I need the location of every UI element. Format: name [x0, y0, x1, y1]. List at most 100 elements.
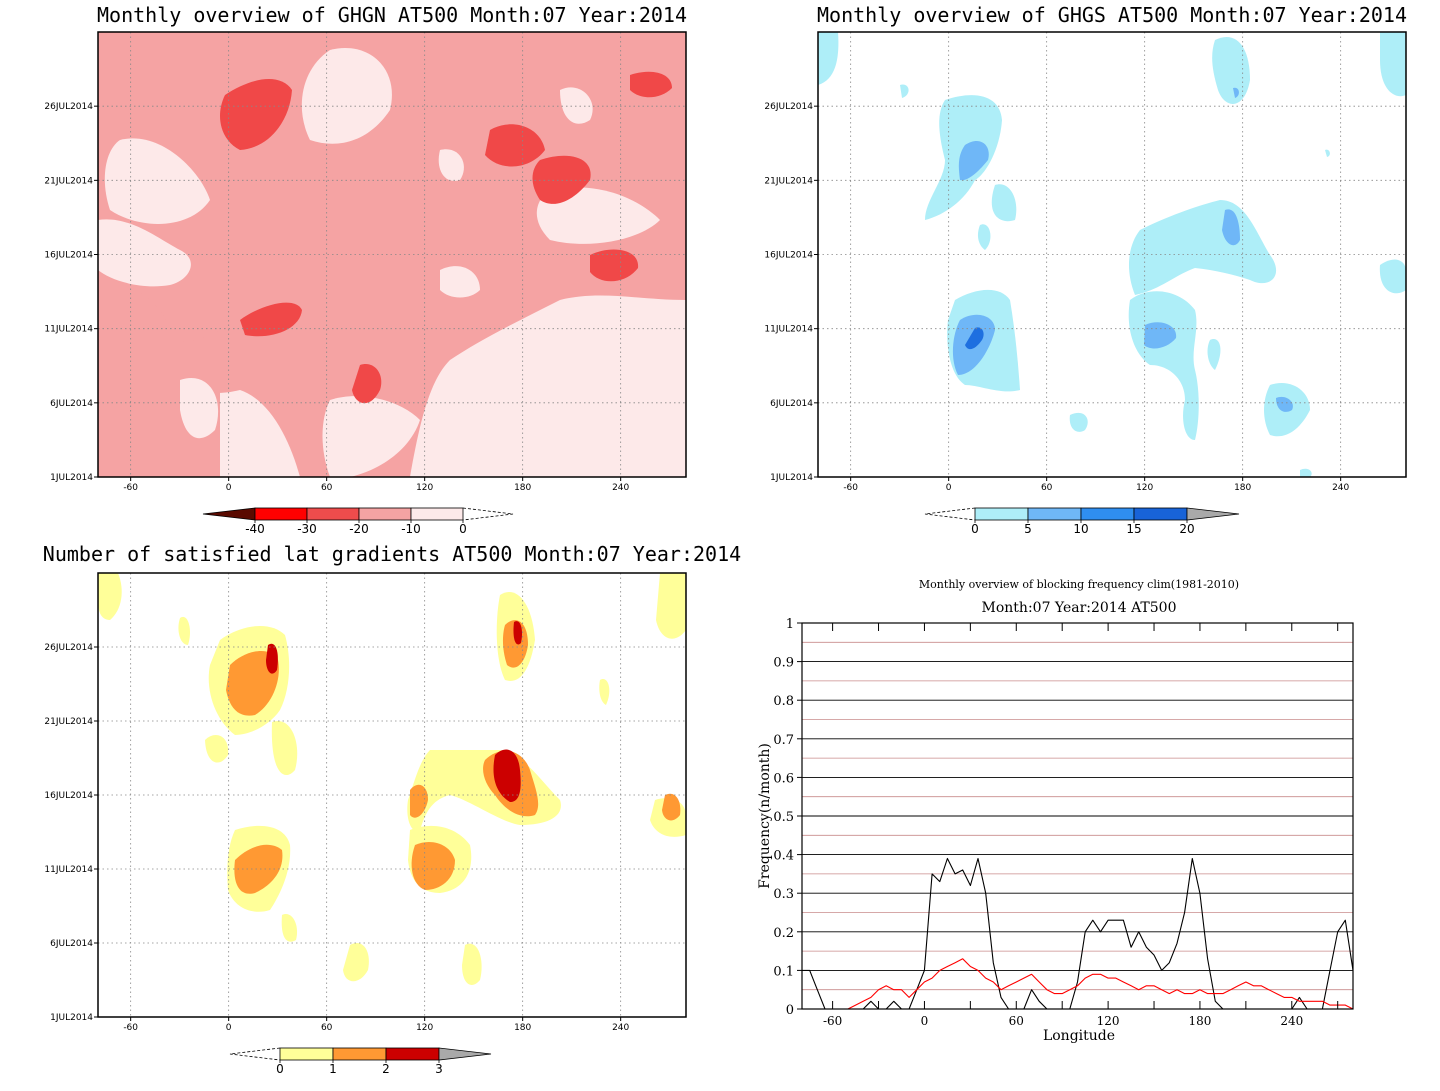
- x-tick-label: 180: [514, 483, 531, 493]
- ghgn-fill-light: [322, 396, 420, 477]
- colorbar-label: -40: [245, 522, 265, 536]
- y-tick-label: 1JUL2014: [770, 473, 813, 483]
- colorbar-label: 10: [1073, 522, 1088, 536]
- ghgs-fill-light: [1069, 412, 1088, 432]
- blocking-y-label: Frequency(n/month): [757, 743, 773, 889]
- ghgs-y-ticks: 1JUL2014 6JUL2014 11JUL2014 16JUL2014 21JUL2…: [764, 102, 818, 483]
- series-line-red: [802, 958, 1353, 1009]
- y-tick-label: 0.1: [773, 964, 794, 979]
- colorbar-box: [279, 1047, 334, 1061]
- blocking-chart-subtitle: Month:07 Year:2014 AT500: [982, 600, 1177, 616]
- y-tick-label: 6JUL2014: [50, 399, 93, 409]
- colorbar-label: 15: [1126, 522, 1141, 536]
- ghgs-fill-light: [900, 84, 909, 98]
- ghgs-fill-mid: [1233, 87, 1239, 98]
- y-tick-label: 0.3: [773, 887, 794, 902]
- ghgs-contours: [818, 32, 1406, 477]
- y-tick-label: 1JUL2014: [50, 1013, 93, 1023]
- x-tick-label: 240: [612, 1023, 629, 1033]
- x-tick-label: 60: [1041, 483, 1053, 493]
- ghgs-fill-light: [1379, 259, 1406, 294]
- lat-fill-mid: [410, 784, 428, 818]
- ghgn-fill-light: [301, 48, 392, 144]
- ghgs-fill-dark: [965, 327, 984, 350]
- y-tick-label: 26JUL2014: [44, 643, 93, 653]
- x-tick-label: 240: [1332, 483, 1349, 493]
- lat-fill-dark: [493, 749, 521, 802]
- y-tick-label: 11JUL2014: [44, 865, 93, 875]
- y-tick-label: 6JUL2014: [50, 939, 93, 949]
- lat-fill-light: [178, 616, 191, 645]
- y-tick-label: 0.2: [773, 926, 794, 941]
- lat-gradients-grid: [98, 573, 686, 1017]
- colorbar-label: -20: [349, 522, 369, 536]
- lat-fill-light: [343, 942, 369, 982]
- ghgs-fill-light: [1380, 32, 1406, 97]
- colorbar-label: 0: [276, 1062, 284, 1076]
- blocking-x-ticks: -60 0 60 120 180 240: [823, 623, 1339, 1028]
- colorbar-label: 20: [1179, 522, 1194, 536]
- lat-fill-light: [462, 943, 482, 985]
- ghgn-fill-light: [98, 219, 191, 287]
- ghgs-colorbar: 0 5 10 15 20: [924, 507, 1240, 536]
- colorbar-label: 3: [435, 1062, 443, 1076]
- lat-gradients-title: Number of satisfied lat gradients AT500 …: [43, 542, 741, 566]
- ghgs-x-ticks: -60 0 60 120 180 240: [843, 477, 1350, 493]
- colorbar-box: [385, 1047, 440, 1061]
- ghgs-fill-light: [1207, 339, 1221, 370]
- ghgn-fill-dark: [352, 364, 382, 404]
- colorbar-box: [306, 507, 360, 521]
- y-tick-label: 1JUL2014: [50, 473, 93, 483]
- x-tick-label: 120: [416, 1023, 433, 1033]
- lat-gradients-panel: Number of satisfied lat gradients AT500 …: [43, 542, 741, 1076]
- x-tick-label: 0: [946, 483, 952, 493]
- y-tick-label: 26JUL2014: [44, 102, 93, 112]
- ghgn-fill-light: [438, 149, 464, 181]
- ghgs-fill-light: [1325, 149, 1330, 157]
- y-tick-label: 21JUL2014: [764, 176, 813, 186]
- lat-fill-light: [281, 914, 298, 942]
- ghgs-fill-mid: [1222, 209, 1240, 246]
- series-line-black: [802, 857, 1353, 1009]
- colorbar-box: [1133, 507, 1188, 521]
- ghgs-fill-light: [818, 32, 839, 85]
- x-tick-label: 120: [1097, 1014, 1120, 1028]
- colorbar-extend-high: [462, 507, 514, 521]
- ghgn-fill-dark: [630, 71, 672, 98]
- blocking-grid: [802, 641, 1353, 991]
- ghgn-panel: Monthly overview of GHGN AT500 Month:07 …: [44, 3, 687, 536]
- lat-fill-dark: [513, 621, 523, 645]
- ghgn-x-ticks: -60 0 60 120 180 240: [123, 477, 630, 493]
- ghgn-fill-light: [440, 266, 480, 298]
- blocking-frequency-panel: Monthly overview of blocking frequency c…: [757, 578, 1354, 1044]
- lat-gradients-colorbar: 0 1 2 3: [229, 1047, 492, 1076]
- ghgn-grid: [98, 32, 686, 477]
- ghgn-fill-dark: [590, 249, 639, 282]
- y-tick-label: 11JUL2014: [44, 325, 93, 335]
- y-tick-label: 0: [786, 1003, 794, 1018]
- x-tick-label: 0: [921, 1014, 929, 1028]
- colorbar-extend-low: [229, 1047, 281, 1061]
- x-tick-label: 60: [1009, 1014, 1024, 1028]
- y-tick-label: 0.8: [773, 694, 794, 709]
- lat-gradients-x-ticks: -60 0 60 120 180 240: [123, 1017, 630, 1033]
- colorbar-box: [974, 507, 1029, 521]
- colorbar-label: 2: [382, 1062, 390, 1076]
- lat-fill-light: [205, 735, 229, 763]
- x-tick-label: 240: [1280, 1014, 1303, 1028]
- y-tick-label: 16JUL2014: [44, 251, 93, 261]
- lat-gradients-y-ticks: 1JUL2014 6JUL2014 11JUL2014 16JUL2014 21JUL2…: [44, 643, 98, 1023]
- blocking-series: [802, 857, 1353, 1009]
- ghgn-fill-light: [104, 138, 210, 224]
- x-tick-label: -60: [843, 483, 858, 493]
- lat-fill-light: [599, 679, 610, 705]
- ghgn-fill-dark: [532, 155, 591, 204]
- ghgn-fill-light: [180, 378, 219, 439]
- ghgs-fill-light: [977, 224, 991, 250]
- colorbar-label: -10: [401, 522, 421, 536]
- y-tick-label: 0.5: [773, 810, 794, 825]
- colorbar-box: [254, 507, 308, 521]
- lat-fill-dark: [266, 643, 278, 674]
